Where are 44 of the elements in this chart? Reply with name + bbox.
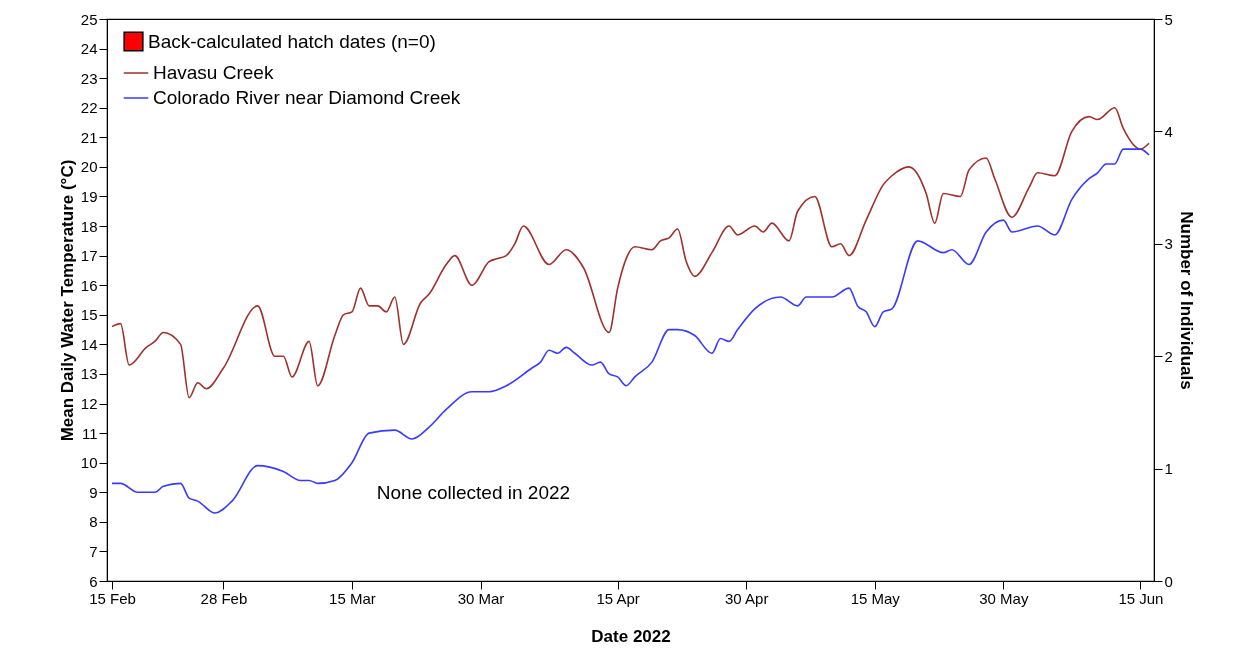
y2-tick-label: 3 <box>1164 235 1173 253</box>
y-tick-label: 14 <box>80 335 98 353</box>
x-tick-label: 15 Jun <box>1118 589 1164 607</box>
x-axis-title: Date 2022 <box>591 626 671 646</box>
y-tick-label: 20 <box>80 158 98 176</box>
legend-label: Back-calculated hatch dates (n=0) <box>148 30 436 52</box>
line-series <box>111 148 1150 514</box>
y-tick-label: 25 <box>80 10 98 28</box>
y-tick-label: 13 <box>80 365 98 383</box>
y-tick-label: 24 <box>80 40 98 58</box>
x-tick-label: 15 May <box>850 589 901 607</box>
y-tick-label: 17 <box>80 247 98 265</box>
legend-label: Havasu Creek <box>153 62 274 83</box>
annotation: None collected in 2022 <box>376 482 571 504</box>
y2-tick-label: 2 <box>1164 347 1173 365</box>
y2-tick-label: 0 <box>1164 572 1173 590</box>
y-tick-label: 19 <box>80 187 98 205</box>
y-tick-label: 15 <box>80 306 98 324</box>
y-tick-label: 18 <box>80 217 98 235</box>
x-tick-label: 30 Apr <box>725 589 769 607</box>
y-tick-label: 12 <box>80 395 98 413</box>
x-tick-label: 30 Mar <box>457 589 505 607</box>
x-tick-label: 28 Feb <box>200 589 248 607</box>
y-tick-label: 6 <box>89 572 98 590</box>
x-tick-label: 30 May <box>979 589 1029 607</box>
y-axis-title: Mean Daily Water Temperature (°C) <box>57 159 77 442</box>
y-tick-label: 11 <box>81 424 98 442</box>
y-tick-label: 16 <box>80 276 98 294</box>
x-tick-label: 15 Feb <box>89 589 136 607</box>
y-tick-label: 21 <box>80 128 98 146</box>
y-tick-label: 22 <box>80 99 98 117</box>
line-series <box>111 106 1150 399</box>
y2-tick-label: 1 <box>1164 460 1173 478</box>
x-tick-label: 15 Mar <box>329 589 376 607</box>
y-tick-label: 9 <box>89 483 98 501</box>
y2-tick-label: 4 <box>1164 122 1173 140</box>
y2-axis-title: Number of Individuals <box>1176 211 1196 390</box>
x-tick-label: 15 Apr <box>596 589 640 607</box>
legend-label: Colorado River near Diamond Creek <box>153 87 461 108</box>
y-tick-label: 7 <box>89 542 98 560</box>
y-tick-label: 8 <box>89 513 98 531</box>
y2-tick-label: 5 <box>1164 10 1173 28</box>
y-tick-label: 23 <box>80 69 98 87</box>
y-tick-label: 10 <box>80 454 98 472</box>
